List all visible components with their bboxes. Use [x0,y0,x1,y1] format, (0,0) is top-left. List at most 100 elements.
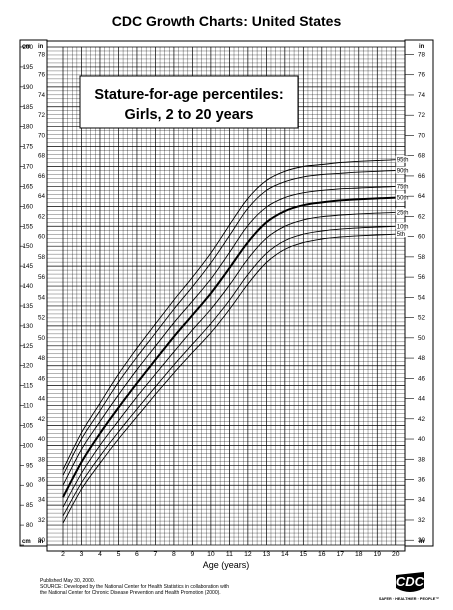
y-in-tick-label-right: 76 [418,72,426,79]
y-in-tick-label-right: 70 [418,132,426,139]
percentile-label-90th: 90th [397,169,409,175]
percentile-label-bg [395,208,408,216]
x-tick-label: 3 [80,551,84,558]
y-in-tick-label-left: 70 [38,132,46,139]
page-title: CDC Growth Charts: United States [112,13,342,29]
y-cm-tick-label: 125 [22,343,33,350]
chart-subtitle: Girls, 2 to 20 years [125,107,254,123]
x-tick-label: 14 [281,551,289,558]
x-tick-label: 16 [318,551,326,558]
y-in-tick-label-left: 74 [38,92,46,99]
y-cm-tick-label: 115 [23,383,34,390]
y-in-tick-label-right: 54 [418,294,426,301]
y-in-tick-label-right: 60 [418,234,426,241]
percentile-label-bg [395,222,408,230]
percentile-labels: 95th 90th 75th 50th 25th 10th 5th [395,155,409,238]
x-tick-label: 20 [392,551,400,558]
x-tick-label: 9 [191,551,195,558]
y-cm-tick-label: 160 [22,203,33,210]
x-tick-label: 7 [154,551,158,558]
percentile-label-bg [395,182,408,190]
y-in-tick-label-left: 52 [38,315,46,322]
title-box-frame [79,75,299,129]
chart-title: Stature-for-age percentiles: [94,87,283,103]
x-tick-label: 10 [207,551,215,558]
y-in-tick-label-right: 74 [418,92,426,99]
y-cm-tick-label: 180 [22,124,33,131]
y-in-tick-label-right: 44 [418,396,426,403]
unit-label-in-top: in [38,44,44,50]
right-scale-frame [404,39,434,547]
x-tick-label: 6 [135,551,139,558]
y-in-tick-label-left: 48 [38,355,46,362]
unit-label-cm-top: cm [22,44,31,50]
y-cm-tick-label: 190 [22,84,33,91]
footer-published: Published May 30, 2000. [40,578,95,584]
x-tick-label: 17 [337,551,345,558]
y-cm-tick-label: 185 [22,104,33,111]
y-cm-tick-label: 105 [22,422,33,429]
y-cm-tick-label: 170 [22,164,33,171]
y-cm-tick-label: 120 [22,363,33,370]
y-in-tick-label-left: 36 [38,477,46,484]
y-cm-tick-label: 135 [22,303,33,310]
y-in-tick-label-right: 68 [418,153,426,160]
y-in-tick-label-right: 50 [418,335,426,342]
footer-source-2: the National Center for Chronic Disease … [40,590,221,596]
y-in-tick-label-left: 30 [38,537,46,544]
percentile-curves [62,159,396,524]
percentile-label-50th: 50th [397,196,409,202]
footer: Published May 30, 2000. SOURCE: Develope… [40,578,229,596]
x-tick-label: 8 [172,551,176,558]
y-cm-tick-label: 80 [26,522,34,529]
y-in-tick-label-left: 64 [38,193,46,200]
y-cm-tick-label: 165 [22,183,33,190]
x-tick-label: 19 [373,551,381,558]
y-cm-tick-label: 95 [26,462,34,469]
series-line-25th [62,211,396,508]
y-in-tick-label-right: 78 [418,51,426,58]
y-in-tick-label-left: 32 [38,517,46,524]
unit-label-in-right-top: in [419,44,425,50]
percentile-label-75th: 75th [397,184,409,190]
x-tick-label: 18 [355,551,363,558]
y-in-tick-label-right: 30 [418,537,426,544]
y-in-tick-label-left: 58 [38,254,46,261]
cdc-logo-mark [396,572,424,592]
percentile-label-5th: 5th [397,232,405,238]
axis-scales: 80 85 90 95 100 105 110 115 120 125 130 135 140 145 15… [20,44,426,546]
series-line-5th [62,233,396,524]
y-in-tick-label-left: 50 [38,335,46,342]
y-in-tick-label-left: 56 [38,274,46,281]
y-in-tick-label-right: 66 [418,173,426,180]
y-in-tick-label-left: 60 [38,234,46,241]
grid-lines [19,39,434,552]
y-in-tick-label-left: 78 [38,51,46,58]
y-in-tick-label-left: 44 [38,396,46,403]
y-in-tick-label-left: 72 [38,112,46,119]
percentile-label-bg [395,166,408,174]
y-in-tick-label-right: 58 [418,254,426,261]
x-tick-label: 2 [61,551,65,558]
x-tick-label: 15 [300,551,308,558]
y-in-tick-label-right: 42 [418,416,426,423]
y-in-tick-label-right: 32 [418,517,426,524]
y-in-tick-label-left: 66 [38,173,46,180]
y-cm-tick-label: 200 [22,44,33,51]
y-in-tick-label-right: 40 [418,436,426,443]
x-axis-label: Age (years) [203,560,250,570]
y-cm-tick-label: 140 [22,283,33,290]
y-in-tick-label-right: 38 [418,456,426,463]
y-in-tick-label-right: 64 [418,193,426,200]
x-tick-label: 4 [98,551,102,558]
y-in-tick-label-left: 54 [38,294,46,301]
y-in-tick-label-left: 46 [38,375,46,382]
y-cm-tick-label: 155 [22,223,33,230]
y-in-tick-label-left: 76 [38,72,46,79]
cdc-logo: CDC SAFER · HEALTHIER · PEOPLE™ [379,572,439,601]
y-cm-tick-label: 195 [22,64,33,71]
y-in-tick-label-left: 40 [38,436,46,443]
y-cm-tick-label: 85 [26,502,34,509]
series-line-50th [62,196,396,498]
